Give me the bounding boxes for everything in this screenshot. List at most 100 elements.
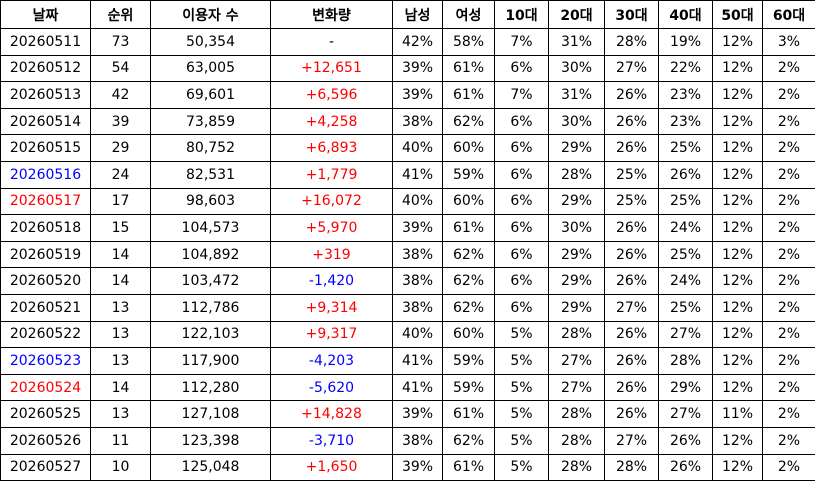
date-cell: 20260525 <box>0 400 91 428</box>
cell: 29% <box>548 187 605 216</box>
cell: 60% <box>442 187 495 216</box>
date-cell: 20260521 <box>0 293 91 322</box>
change-cell: +16,072 <box>270 187 393 216</box>
table-row: 20260520 14 103,472 -1,420 38% 62% 6% 29% 26% 24%… <box>0 267 815 295</box>
cell: 19% <box>658 28 713 56</box>
cell: 7% <box>494 81 549 109</box>
cell: 62% <box>442 426 495 455</box>
cell: 59% <box>442 373 495 402</box>
column-header: 여성 <box>442 0 495 29</box>
change-cell: +5,970 <box>270 214 393 242</box>
cell: 12% <box>712 373 763 402</box>
cell: 12% <box>712 187 763 216</box>
column-header: 20대 <box>548 0 605 29</box>
date-cell: 20260527 <box>0 453 91 481</box>
cell: 12% <box>712 81 763 109</box>
cell: 12% <box>712 107 763 136</box>
cell: 73 <box>90 28 151 56</box>
table-row: 20260518 15 104,573 +5,970 39% 61% 6% 30% 26% 24%… <box>0 214 815 242</box>
change-cell: +14,828 <box>270 400 393 428</box>
cell: 61% <box>442 81 495 109</box>
cell: 23% <box>658 81 713 109</box>
cell: 63,005 <box>150 54 271 83</box>
cell: 6% <box>494 54 549 83</box>
cell: 73,859 <box>150 107 271 136</box>
cell: 2% <box>762 453 815 481</box>
cell: 6% <box>494 214 549 242</box>
cell: 12% <box>712 267 763 295</box>
cell: 7% <box>494 28 549 56</box>
cell: 24 <box>90 160 151 189</box>
column-header: 40대 <box>658 0 713 29</box>
cell: 59% <box>442 347 495 375</box>
cell: 12% <box>712 240 763 269</box>
cell: 28% <box>604 453 659 481</box>
change-cell: +6,596 <box>270 81 393 109</box>
cell: 54 <box>90 54 151 83</box>
cell: 28% <box>548 320 605 349</box>
cell: 6% <box>494 160 549 189</box>
change-cell: +12,651 <box>270 54 393 83</box>
cell: 13 <box>90 293 151 322</box>
cell: 61% <box>442 400 495 428</box>
cell: 39% <box>392 81 443 109</box>
cell: 42 <box>90 81 151 109</box>
cell: 25% <box>658 293 713 322</box>
date-cell: 20260524 <box>0 373 91 402</box>
cell: 30% <box>548 107 605 136</box>
cell: 2% <box>762 134 815 162</box>
cell: 26% <box>604 400 659 428</box>
cell: 5% <box>494 373 549 402</box>
date-cell: 20260523 <box>0 347 91 375</box>
change-cell: +1,779 <box>270 160 393 189</box>
table-row: 20260523 13 117,900 -4,203 41% 59% 5% 27% 26% 28%… <box>0 347 815 375</box>
cell: 2% <box>762 293 815 322</box>
table-row: 20260521 13 112,786 +9,314 38% 62% 6% 29% 27% 25%… <box>0 293 815 322</box>
cell: 5% <box>494 347 549 375</box>
cell: 3% <box>762 28 815 56</box>
cell: 6% <box>494 187 549 216</box>
cell: 60% <box>442 134 495 162</box>
cell: 62% <box>442 293 495 322</box>
cell: 29 <box>90 134 151 162</box>
column-header: 순위 <box>90 0 151 29</box>
cell: 10 <box>90 453 151 481</box>
cell: 39% <box>392 453 443 481</box>
cell: 11 <box>90 426 151 455</box>
cell: 24% <box>658 214 713 242</box>
cell: 26% <box>604 107 659 136</box>
date-cell: 20260520 <box>0 267 91 295</box>
cell: 24% <box>658 267 713 295</box>
column-header: 남성 <box>392 0 443 29</box>
change-cell: -4,203 <box>270 347 393 375</box>
cell: 12% <box>712 453 763 481</box>
cell: 30% <box>548 214 605 242</box>
cell: 12% <box>712 426 763 455</box>
cell: 117,900 <box>150 347 271 375</box>
cell: 17 <box>90 187 151 216</box>
date-cell: 20260519 <box>0 240 91 269</box>
cell: 26% <box>604 347 659 375</box>
cell: 123,398 <box>150 426 271 455</box>
cell: 27% <box>548 347 605 375</box>
column-header: 날짜 <box>0 0 91 29</box>
cell: 127,108 <box>150 400 271 428</box>
cell: 28% <box>548 400 605 428</box>
table-row: 20260515 29 80,752 +6,893 40% 60% 6% 29% 26% 25% 1… <box>0 134 815 162</box>
cell: 27% <box>548 373 605 402</box>
cell: 14 <box>90 373 151 402</box>
change-cell: +4,258 <box>270 107 393 136</box>
column-header: 이용자 수 <box>150 0 271 29</box>
cell: 61% <box>442 214 495 242</box>
cell: 40% <box>392 134 443 162</box>
cell: 12% <box>712 293 763 322</box>
cell: 2% <box>762 400 815 428</box>
cell: 6% <box>494 107 549 136</box>
table-row: 20260516 24 82,531 +1,779 41% 59% 6% 28% 25% 26% 1… <box>0 160 815 189</box>
cell: 25% <box>658 240 713 269</box>
cell: 28% <box>604 28 659 56</box>
cell: 6% <box>494 267 549 295</box>
cell: 29% <box>548 293 605 322</box>
cell: 59% <box>442 160 495 189</box>
